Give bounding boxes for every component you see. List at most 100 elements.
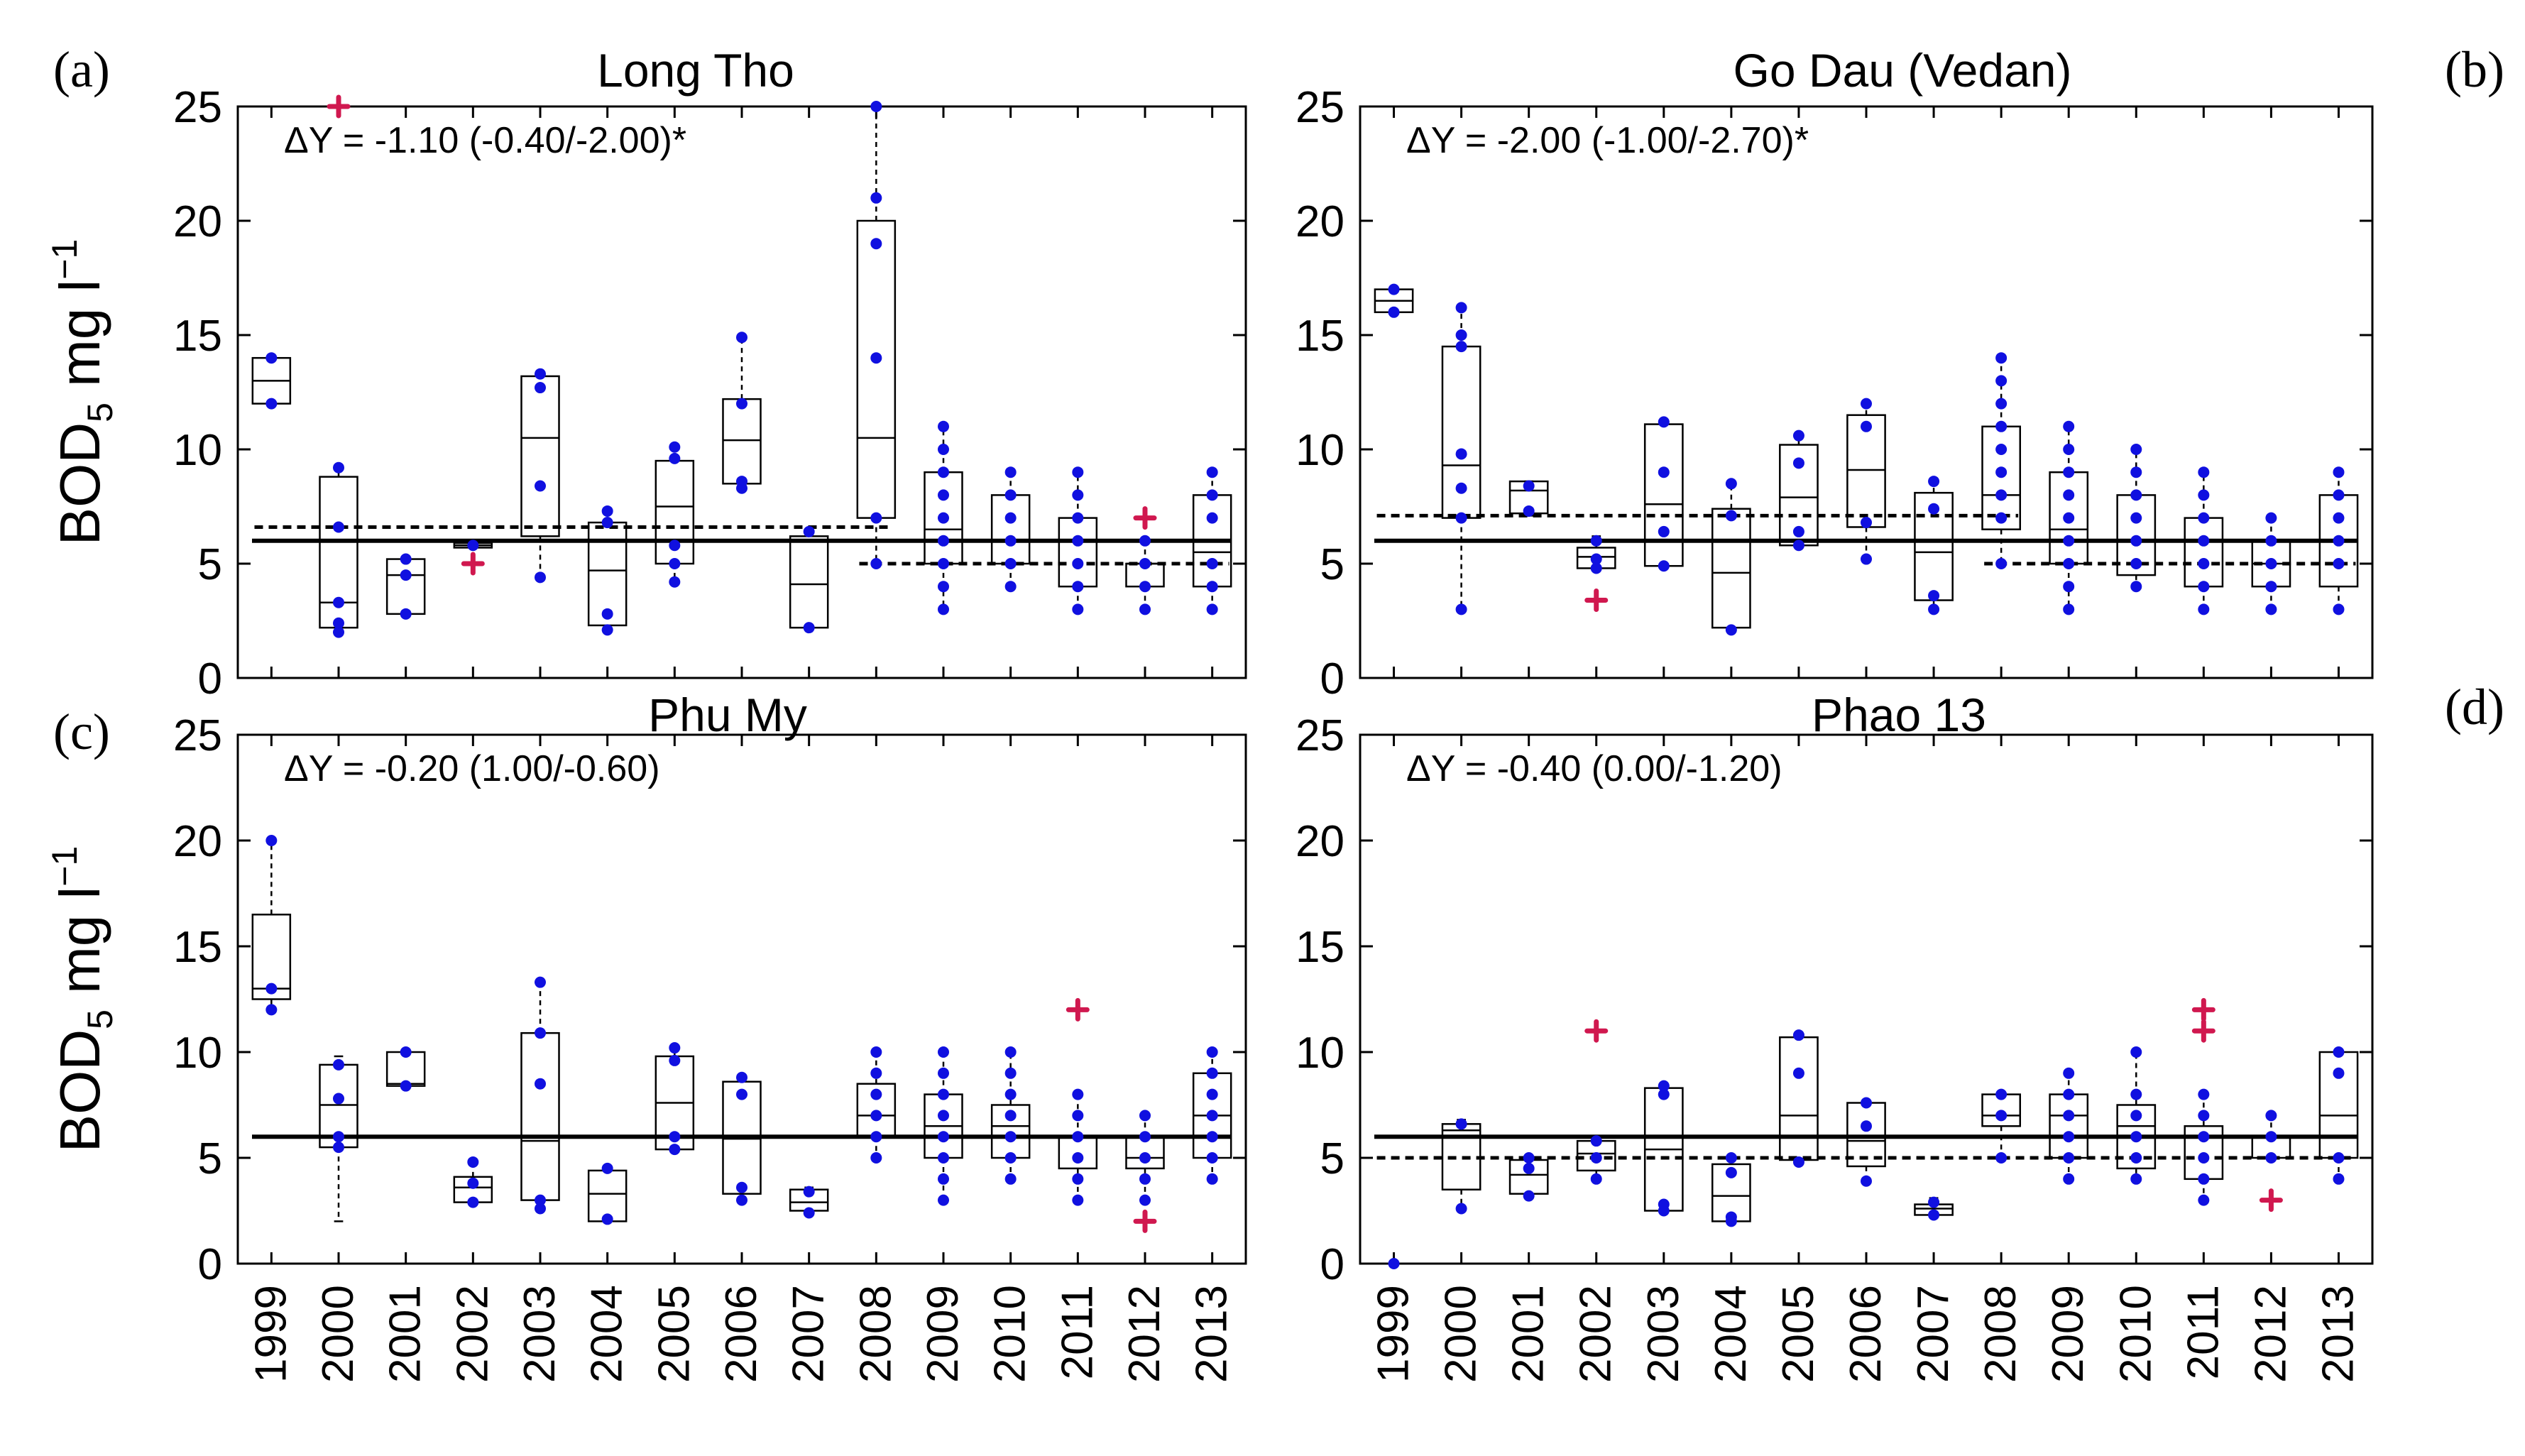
y-axis-label-superscript: −1 (45, 846, 84, 887)
trend-annotation: ΔY = -0.20 (1.00/-0.60) (284, 748, 660, 789)
data-point (535, 1203, 546, 1215)
data-point (1139, 1110, 1151, 1122)
box-2012 (2251, 1110, 2291, 1213)
box-2007 (789, 1186, 829, 1219)
data-point (333, 1142, 344, 1154)
box-1999 (1374, 283, 1414, 318)
data-point (938, 1088, 949, 1100)
data-point (1995, 512, 2008, 524)
data-point (669, 452, 681, 464)
data-point (1590, 535, 1602, 547)
box-2011 (2184, 466, 2224, 615)
box-2004 (587, 1162, 628, 1225)
box-2000 (1441, 1118, 1481, 1215)
data-point (1590, 1135, 1602, 1147)
data-point (1861, 398, 1872, 410)
data-point (938, 466, 949, 478)
data-point (669, 576, 681, 588)
data-point (535, 1027, 546, 1039)
box-2005 (654, 1042, 695, 1156)
data-point (2333, 512, 2345, 524)
data-point (2130, 1173, 2142, 1185)
data-point (669, 558, 681, 569)
box-2003 (1643, 1080, 1684, 1217)
data-point (2130, 581, 2142, 593)
data-point (1139, 558, 1151, 569)
data-point (1004, 489, 1017, 501)
outlier-marker (1133, 1209, 1157, 1233)
data-point (2063, 558, 2075, 569)
box-2003 (520, 976, 560, 1215)
data-point (400, 608, 412, 620)
data-point (1455, 1118, 1467, 1130)
data-point (333, 1058, 344, 1071)
data-point (1206, 581, 1218, 593)
data-point (601, 1213, 613, 1225)
data-point (2130, 1131, 2142, 1143)
box-2010 (2116, 1046, 2157, 1185)
panel-c: 0 5 10 15 20 25 1999 2000 2001 2002 2003 2004 2005 20… (45, 689, 1247, 1383)
data-point (938, 489, 949, 501)
panel-title: Long Tho (597, 44, 794, 97)
data-point (1455, 512, 1467, 524)
x-tick-label: 2007 (784, 1285, 833, 1383)
y-tick-label: 5 (1320, 540, 1344, 589)
data-point (669, 441, 681, 453)
panel-title: Phao 13 (1812, 689, 1986, 741)
data-point (1139, 581, 1151, 593)
data-point (1523, 480, 1535, 492)
data-point (1995, 352, 2008, 364)
panel-label: (a) (53, 41, 110, 98)
y-axis-label: BOD5 mg l−1 (45, 846, 120, 1153)
data-point (1792, 525, 1804, 537)
y-tick-label: 0 (1320, 1240, 1344, 1289)
x-tick-label: 2004 (583, 1285, 632, 1383)
y-axis-label-unit: mg l (48, 280, 111, 403)
box-2010 (990, 466, 1031, 593)
data-point (1523, 1190, 1535, 1202)
box-1999 (251, 352, 292, 410)
data-point (1206, 1046, 1218, 1058)
data-point (2333, 1173, 2345, 1185)
data-point (1725, 510, 1737, 522)
data-point (1725, 1152, 1737, 1164)
panel-a: 0 5 10 15 20 25 Long Tho (a) ΔY = -1.10 (-0.40/-… (45, 41, 1247, 704)
data-point (2130, 1088, 2142, 1100)
data-point (2063, 1152, 2075, 1164)
data-point (1004, 1046, 1017, 1058)
data-point (938, 420, 949, 432)
box-2013 (2318, 466, 2359, 615)
y-axis-label-subscript: 5 (80, 403, 120, 422)
box-2007 (1914, 476, 1954, 615)
data-point (1861, 553, 1872, 565)
panel-title: Go Dau (Vedan) (1733, 44, 2072, 97)
panel-label: (b) (2445, 41, 2504, 98)
data-point (1072, 1194, 1084, 1206)
box-2006 (1846, 398, 1886, 565)
data-point (2198, 466, 2210, 478)
data-point (1388, 306, 1400, 318)
data-point (1072, 512, 1084, 524)
data-point (938, 1067, 949, 1079)
data-point (2063, 535, 2075, 547)
data-point (1072, 535, 1084, 547)
data-point (1995, 398, 2008, 410)
box-2003 (1643, 416, 1684, 572)
data-point (1792, 429, 1804, 442)
data-point (1928, 503, 1940, 515)
data-point (1523, 505, 1535, 517)
data-point (2265, 1110, 2277, 1122)
box-2002 (1576, 1019, 1616, 1185)
data-point (1388, 1258, 1400, 1269)
data-point (2130, 558, 2142, 569)
box-iqr (2116, 1104, 2157, 1170)
box-2006 (722, 332, 762, 494)
data-point (2198, 558, 2210, 569)
data-point (1928, 476, 1940, 488)
y-tick-label: 0 (1320, 655, 1344, 704)
data-point (803, 525, 815, 537)
data-point (2130, 535, 2142, 547)
panel-d: 0 5 10 15 20 25 1999 2000 2001 2002 2003 2004 2005 20… (1296, 679, 2504, 1383)
data-point (736, 332, 747, 344)
data-point (1206, 1110, 1218, 1122)
